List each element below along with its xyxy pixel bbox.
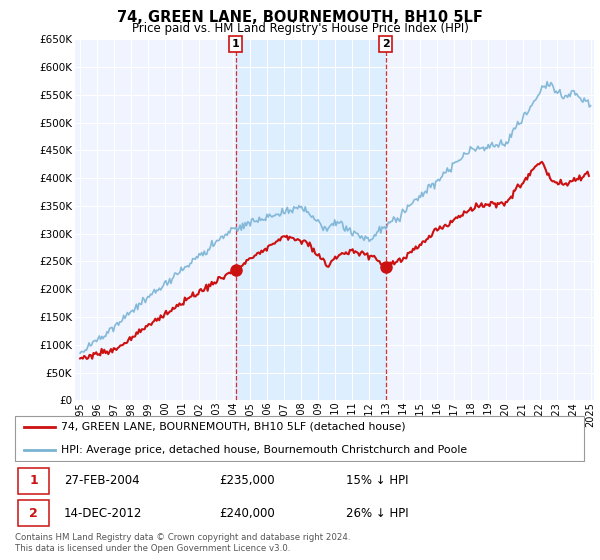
FancyBboxPatch shape bbox=[15, 416, 584, 460]
Text: 27-FEB-2004: 27-FEB-2004 bbox=[64, 474, 139, 487]
Text: 74, GREEN LANE, BOURNEMOUTH, BH10 5LF: 74, GREEN LANE, BOURNEMOUTH, BH10 5LF bbox=[117, 10, 483, 25]
Text: 26% ↓ HPI: 26% ↓ HPI bbox=[346, 507, 409, 520]
Text: Price paid vs. HM Land Registry's House Price Index (HPI): Price paid vs. HM Land Registry's House … bbox=[131, 22, 469, 35]
Text: £235,000: £235,000 bbox=[220, 474, 275, 487]
FancyBboxPatch shape bbox=[18, 500, 49, 526]
Text: 1: 1 bbox=[232, 39, 239, 49]
Text: 2: 2 bbox=[382, 39, 389, 49]
Text: 15% ↓ HPI: 15% ↓ HPI bbox=[346, 474, 409, 487]
FancyBboxPatch shape bbox=[18, 468, 49, 494]
Text: 1: 1 bbox=[29, 474, 38, 487]
Text: 14-DEC-2012: 14-DEC-2012 bbox=[64, 507, 142, 520]
Text: 2: 2 bbox=[29, 507, 38, 520]
Text: £240,000: £240,000 bbox=[220, 507, 275, 520]
Text: 74, GREEN LANE, BOURNEMOUTH, BH10 5LF (detached house): 74, GREEN LANE, BOURNEMOUTH, BH10 5LF (d… bbox=[61, 422, 406, 432]
Text: Contains HM Land Registry data © Crown copyright and database right 2024.
This d: Contains HM Land Registry data © Crown c… bbox=[15, 533, 350, 553]
Bar bbox=[236, 39, 386, 400]
Text: HPI: Average price, detached house, Bournemouth Christchurch and Poole: HPI: Average price, detached house, Bour… bbox=[61, 445, 467, 455]
